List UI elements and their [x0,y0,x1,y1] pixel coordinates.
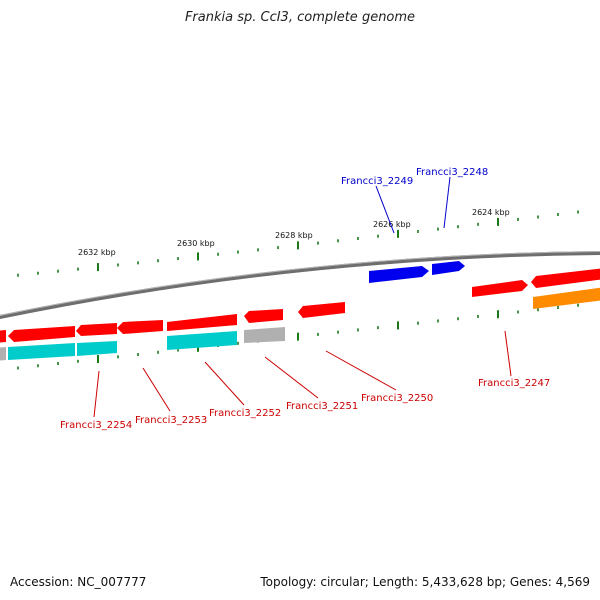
gene-arrow[interactable] [244,309,283,323]
other-gene[interactable] [533,287,600,309]
axis-label-2626: 2626 kbp [373,220,411,229]
gene-label-francci3-2247[interactable]: Francci3_2247 [478,378,550,389]
axis-label-2630: 2630 kbp [177,239,215,248]
axis-label-2632: 2632 kbp [78,248,116,257]
gene-arrow[interactable] [167,331,237,350]
gene-arrow[interactable] [8,343,75,360]
gene-arrow[interactable] [298,302,345,318]
axis-label-2624: 2624 kbp [472,208,510,217]
gene-arrow[interactable] [8,326,75,342]
genome-backbone [0,251,600,320]
reverse-strand-genes [8,331,237,360]
gene-label-francci3-2253[interactable]: Francci3_2253 [135,415,207,426]
gene-arrow[interactable] [0,330,6,343]
gene-arrow-francci3-2248[interactable] [432,261,465,275]
highlighted-genes [369,261,465,283]
map-title: Frankia sp. CcI3, complete genome [184,10,416,25]
gene-label-francci3-2252[interactable]: Francci3_2252 [209,408,281,419]
gene-label-francci3-2251[interactable]: Francci3_2251 [286,401,358,412]
gene-arrow[interactable] [472,280,528,297]
gene-label-francci3-2250[interactable]: Francci3_2250 [361,393,433,404]
gene-label-francci3-2249[interactable]: Francci3_2249 [341,176,413,187]
genome-summary-text: Topology: circular; Length: 5,433,628 bp… [260,575,590,589]
gene-arrow[interactable] [531,268,600,288]
pseudo-gene[interactable] [0,347,6,361]
pseudo-gene[interactable] [244,327,285,343]
gene-arrow[interactable] [117,320,163,334]
axis-label-2628: 2628 kbp [275,231,313,240]
gene-label-francci3-2254[interactable]: Francci3_2254 [60,420,132,431]
accession-text: Accession: NC_007777 [10,575,147,589]
gene-arrow-francci3-2249[interactable] [369,266,429,283]
gene-label-francci3-2248[interactable]: Francci3_2248 [416,167,488,178]
outer-scale-ticks [17,210,579,277]
label-leader-lines [93,176,512,418]
gene-arrow[interactable] [76,323,117,336]
inner-scale-ticks [17,303,579,370]
gene-arrow[interactable] [77,341,117,356]
forward-strand-genes [0,268,600,343]
gene-arrow[interactable] [167,314,237,331]
